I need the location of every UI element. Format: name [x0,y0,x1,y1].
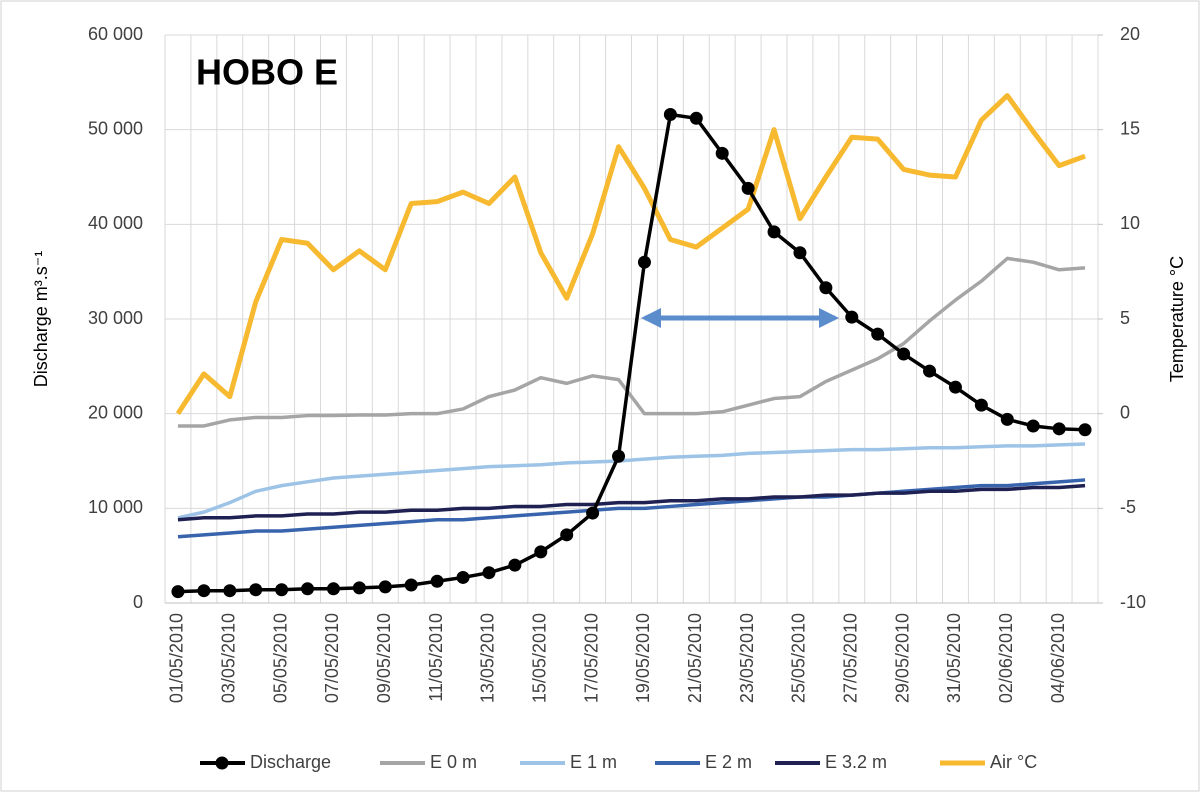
series-line [177,442,1086,520]
legend-marker [215,756,229,770]
data-point [197,584,211,598]
data-point [508,558,522,572]
data-point [637,255,651,269]
y2-tick-label: 15 [1120,118,1140,138]
legend-label: Air °C [990,752,1037,772]
data-point [586,506,600,520]
x-tick-label: 19/05/2010 [633,613,653,703]
legend-label: E 3.2 m [825,752,887,772]
y2-tick-label: -5 [1120,497,1136,517]
legend-label: E 2 m [705,752,752,772]
x-tick-label: 03/05/2010 [219,613,239,703]
data-point [819,281,833,295]
y-axis-label: Discharge m³.s⁻¹ [31,251,51,388]
legend-label: Discharge [250,752,331,772]
x-tick-label: 25/05/2010 [789,613,809,703]
data-point [897,347,911,361]
data-point [793,246,807,260]
data-point [767,225,781,239]
x-tick-label: 11/05/2010 [426,613,446,702]
data-point [456,570,470,584]
data-point [301,582,315,596]
series-line [177,256,1086,428]
y-tick-label: 40 000 [88,213,143,233]
y-tick-label: 10 000 [88,497,143,517]
x-tick-label: 05/05/2010 [270,613,290,703]
x-tick-label: 23/05/2010 [737,613,757,703]
data-point [1026,419,1040,433]
y2-tick-label: 20 [1120,24,1140,44]
data-point [430,574,444,588]
x-tick-label: 17/05/2010 [581,613,601,703]
x-tick-label: 04/06/2010 [1048,613,1068,703]
series-line [177,483,1086,522]
data-point [612,449,626,463]
y-tick-label: 30 000 [88,308,143,328]
y2-axis-label: Temperature °C [1167,256,1187,382]
data-point [845,310,859,324]
data-point [378,580,392,594]
data-point [923,364,937,378]
data-point [534,545,548,559]
y2-tick-label: -10 [1120,592,1146,612]
y2-tick-label: 10 [1120,213,1140,233]
grid [164,34,1099,604]
x-tick-label: 15/05/2010 [530,613,550,703]
data-point [948,380,962,394]
data-point [249,583,263,597]
data-point [689,111,703,125]
data-point [404,578,418,592]
series-line [177,478,1086,539]
x-tick-label: 13/05/2010 [478,613,498,703]
data-point [1052,422,1066,436]
y2-tick-label: 5 [1120,308,1130,328]
plot [171,93,1092,599]
data-point [223,584,237,598]
data-point [871,327,885,341]
data-point [275,583,289,597]
data-point [560,528,574,542]
y-tick-label: 50 000 [88,118,143,138]
y-tick-label: 0 [133,592,143,612]
data-point [352,581,366,595]
data-point [171,585,185,599]
x-tick-label: 21/05/2010 [685,613,705,703]
series-line [175,93,1086,416]
data-point [482,566,496,580]
data-point [326,582,340,596]
data-point [1000,412,1014,426]
chart-title: HOBO E [196,52,338,93]
legend-label: E 0 m [430,752,477,772]
x-tick-label: 01/05/2010 [167,613,187,703]
x-tick-label: 31/05/2010 [944,613,964,703]
x-tick-label: 27/05/2010 [841,613,861,703]
x-tick-label: 07/05/2010 [322,613,342,703]
x-tick-label: 02/06/2010 [996,613,1016,703]
x-tick-label: 09/05/2010 [374,613,394,703]
y-tick-label: 60 000 [88,24,143,44]
y-tick-label: 20 000 [88,402,143,422]
x-tick-label: 29/05/2010 [892,613,912,703]
data-point [741,181,755,195]
data-point [663,108,677,122]
data-point [974,398,988,412]
y2-tick-label: 0 [1120,402,1130,422]
data-point [1078,423,1092,437]
data-point [715,146,729,160]
legend-label: E 1 m [570,752,617,772]
